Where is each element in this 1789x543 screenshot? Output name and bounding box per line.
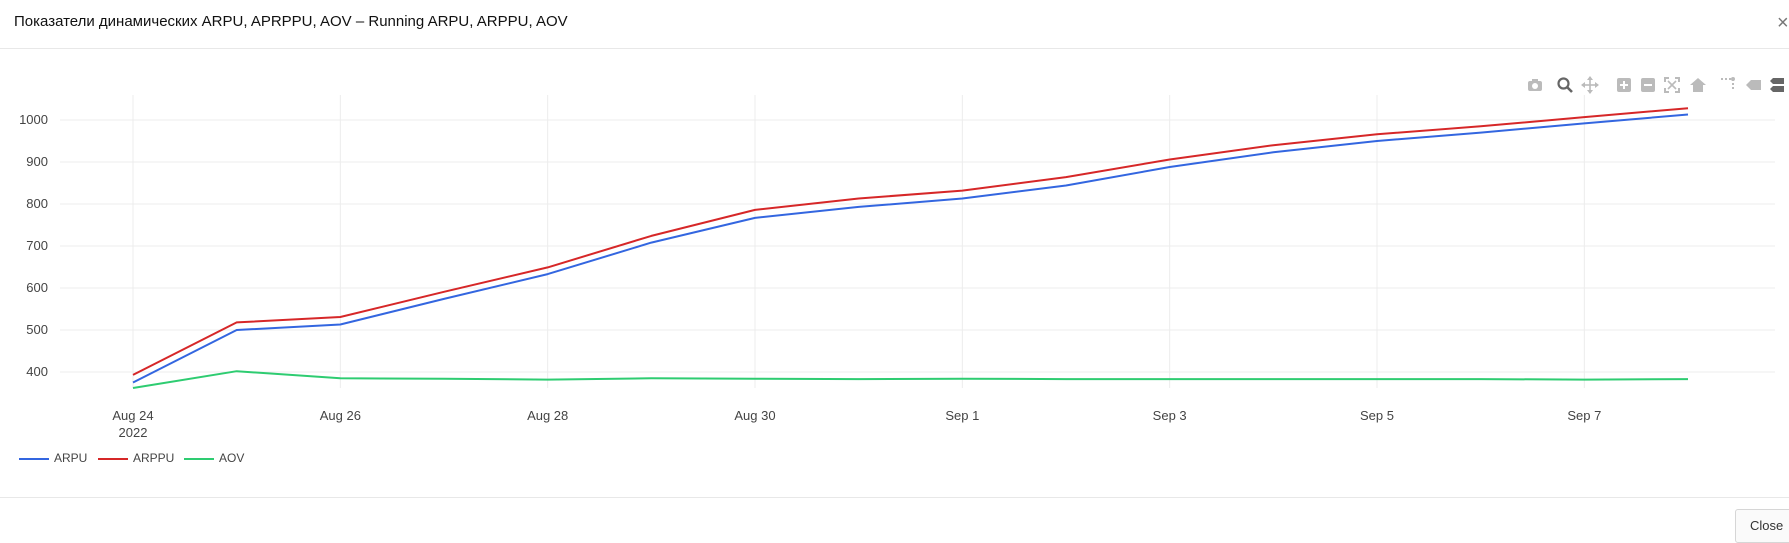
x-tick-label: Aug 26 xyxy=(320,408,361,423)
x-tick-year-label: 2022 xyxy=(119,425,148,440)
legend-swatch-arpu xyxy=(19,458,49,460)
y-tick-label: 800 xyxy=(26,196,48,211)
zoom-out-icon[interactable] xyxy=(1639,76,1657,94)
legend-swatch-arppu xyxy=(98,458,128,460)
autoscale-icon[interactable] xyxy=(1663,76,1681,94)
y-tick-label: 500 xyxy=(26,322,48,337)
modal-header: Показатели динамических ARPU, APRPPU, AO… xyxy=(0,0,1789,49)
grid-lines xyxy=(60,95,1775,388)
x-axis-ticks: Aug 24 2022 Aug 26 Aug 28 Aug 30 Sep 1 Sep 3 Se… xyxy=(112,408,1601,440)
y-tick-label: 700 xyxy=(26,238,48,253)
reset-axes-icon[interactable] xyxy=(1689,76,1707,94)
camera-icon[interactable] xyxy=(1526,76,1544,94)
legend-label-arpu: ARPU xyxy=(54,451,88,465)
x-tick-label: Aug 28 xyxy=(527,408,568,423)
x-tick-label: Sep 3 xyxy=(1153,408,1187,423)
x-tick-label: Aug 30 xyxy=(734,408,775,423)
y-tick-label: 400 xyxy=(26,364,48,379)
y-tick-label: 900 xyxy=(26,154,48,169)
pan-icon[interactable] xyxy=(1581,76,1599,94)
legend-label-aov: AOV xyxy=(219,451,245,465)
x-tick-label: Sep 7 xyxy=(1567,408,1601,423)
hover-closest-icon[interactable] xyxy=(1744,76,1762,94)
hover-compare-icon[interactable] xyxy=(1767,76,1785,94)
series-line-aov[interactable] xyxy=(132,370,1689,389)
zoom-in-icon[interactable] xyxy=(1615,76,1633,94)
legend-label-arppu: ARPPU xyxy=(133,451,175,465)
series-line-arpu[interactable] xyxy=(132,113,1689,384)
series-line-arppu[interactable] xyxy=(132,107,1689,376)
zoom-icon[interactable] xyxy=(1556,76,1574,94)
x-tick-label: Sep 1 xyxy=(945,408,979,423)
modal-footer: Close xyxy=(0,497,1789,543)
y-axis-ticks: 400 500 600 700 800 900 1000 xyxy=(19,112,48,379)
series-lines xyxy=(132,107,1689,389)
legend-swatch-aov xyxy=(184,458,214,460)
y-tick-label: 600 xyxy=(26,280,48,295)
x-tick-label: Aug 24 xyxy=(112,408,153,423)
modal-title: Показатели динамических ARPU, APRPPU, AO… xyxy=(14,13,568,30)
x-tick-label: Sep 5 xyxy=(1360,408,1394,423)
y-tick-label: 1000 xyxy=(19,112,48,127)
spike-lines-icon[interactable] xyxy=(1719,76,1737,94)
modebar xyxy=(0,0,1789,94)
close-button[interactable]: Close xyxy=(1735,509,1789,543)
close-icon[interactable]: × xyxy=(1777,12,1789,34)
